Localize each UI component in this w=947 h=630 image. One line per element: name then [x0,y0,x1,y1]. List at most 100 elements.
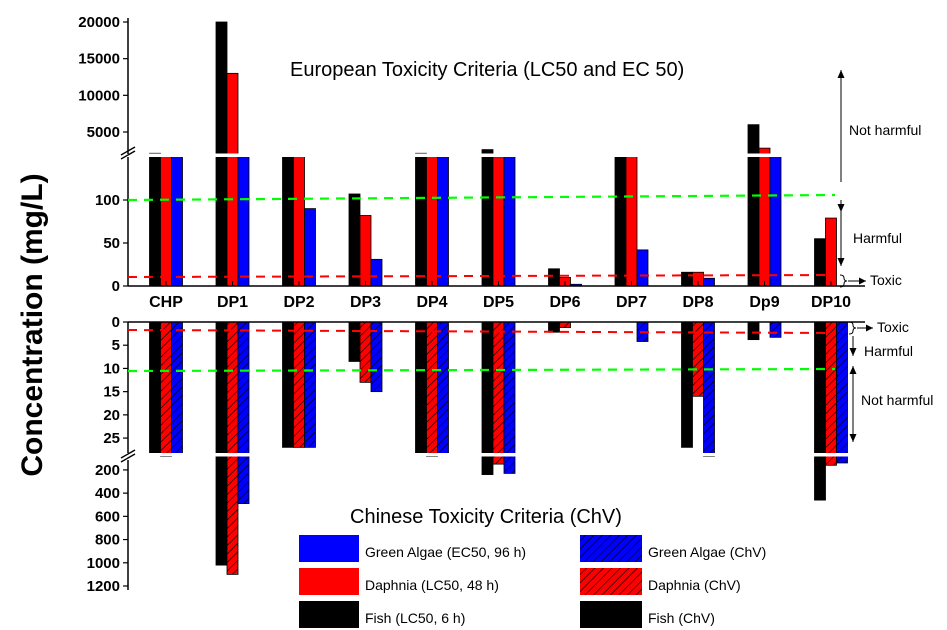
category-label-dp10: DP10 [811,294,851,311]
lower-bar-algae-dp4 [437,321,449,457]
upper-bar-fish-dp10 [814,238,826,287]
upper-ytick-10000: 10000 [78,87,120,104]
upper-bar-daphnia-dp1 [226,72,239,287]
category-label-dp3: DP3 [350,294,381,311]
lower-bar-daphnia-dp4 [426,321,438,457]
category-label-dp7: DP7 [616,294,647,311]
legend-label-fish-chv: Fish (ChV) [648,610,715,626]
bars-layer [122,21,869,575]
lower-bar-fish-dp4 [415,321,427,457]
upper-bar-algae-dp5 [503,154,516,287]
lower-ytick-600: 600 [95,508,120,525]
lower-bar-fish-dp6 [548,321,560,333]
lower-break-gap [122,453,869,457]
upper-bar-algae-dp9 [769,153,782,287]
legend-swatch-green-algae-ec50-96-h [299,535,359,562]
legend-swatch-daphnia-lc50-48-h [299,568,359,595]
legend-label-daphnia-chv: Daphnia (ChV) [648,577,741,593]
lower-bar-algae-chp [171,321,183,457]
lower-bar-daphnia-dp5 [492,321,505,465]
upper-ytick-100: 100 [95,192,120,209]
lower-bar-daphnia-dp6 [559,321,571,328]
lower-ytick-800: 800 [95,532,120,549]
upper-threshold-10 [127,274,836,278]
upper-break-gap [122,153,869,157]
upper-bar-daphnia-chp [160,153,172,287]
upper-bar-fish-dp3 [348,193,361,287]
lower-threshold-10 [127,367,836,373]
lower-panel-title: Chinese Toxicity Criteria (ChV) [350,506,622,528]
legend: Green Algae (EC50, 96 h) Green Algae (ChV… [299,535,766,628]
lower-ytick-5: 5 [112,337,120,354]
legend-swatch-fish-lc50-6-h [299,601,359,628]
lower-bar-fish-dp9 [747,321,760,341]
lower-label-harmful: Harmful [864,343,913,359]
lower-bar-algae-dp2 [304,321,316,448]
legend-swatch-green-algae-chv [580,535,642,562]
upper-ytick-50: 50 [103,235,120,252]
lower-bar-fish-dp3 [348,321,361,362]
lower-bar-algae-dp10 [836,321,848,464]
lower-bar-daphnia-chp [160,321,172,457]
upper-label-harmful: Harmful [853,230,902,246]
category-label-dp4: DP4 [416,294,447,311]
lower-bar-algae-dp1 [237,321,250,504]
lower-axis-break-mark [120,449,136,463]
upper-ytick-15000: 15000 [78,51,120,68]
upper-axis-break-mark [120,146,136,160]
category-label-dp9: Dp9 [749,294,779,311]
upper-bar-daphnia-dp2 [293,153,305,287]
upper-bar-daphnia-dp4 [426,153,438,287]
zone-annotations: Not harmful Harmful Toxic Toxic Harmful Not h… [837,70,933,442]
lower-bar-algae-dp9 [769,321,782,338]
axes-layer: 0 50 100 5000 10000 15000 20000 0 5 10 15 20 25 200 40… [78,14,865,595]
legend-swatch-fish-chv [580,601,642,628]
upper-bar-fish-dp6 [548,268,560,287]
upper-label-not-harmful: Not harmful [849,122,921,138]
lower-bar-fish-dp2 [282,321,294,448]
lower-bar-daphnia-dp1 [226,321,239,575]
category-label-dp5: DP5 [483,294,514,311]
lower-not-harmful-arrow-head [849,434,857,442]
category-label-dp8: DP8 [682,294,713,311]
upper-ytick-0: 0 [112,278,120,295]
upper-bar-algae-dp2 [304,208,316,287]
lower-not-harmful-arrow-up-head [849,366,857,374]
lower-toxic-brace [848,321,857,335]
legend-label-daphnia-lc50-48-h: Daphnia (LC50, 48 h) [365,577,499,593]
upper-harmful-arrow-head [837,258,845,266]
lower-ytick-0: 0 [112,314,120,331]
lower-ytick-1000: 1000 [87,555,120,572]
legend-label-green-algae-chv: Green Algae (ChV) [648,544,766,560]
lower-harmful-arrow-head [849,348,857,356]
lower-ytick-15: 15 [103,384,120,401]
category-label-dp2: DP2 [283,294,314,311]
lower-ytick-10: 10 [103,360,120,377]
upper-bar-fish-dp7 [614,153,627,287]
upper-bar-algae-dp7 [636,249,649,287]
lower-ytick-25: 25 [103,430,120,447]
lower-bar-fish-dp10 [814,321,826,501]
upper-bar-algae-chp [171,153,183,287]
upper-bar-algae-dp1 [237,155,250,287]
upper-label-toxic: Toxic [870,272,902,288]
legend-label-green-algae-ec50-96-h: Green Algae (EC50, 96 h) [365,544,526,560]
upper-threshold-100 [127,193,836,202]
upper-bar-fish-dp8 [681,271,693,287]
lower-bar-daphnia-dp2 [293,321,305,448]
lower-label-toxic: Toxic [877,319,909,335]
lower-bar-algae-dp3 [370,321,383,393]
category-label-dp6: DP6 [549,294,580,311]
upper-not-harmful-arrow-head [837,70,845,78]
lower-ytick-20: 20 [103,407,120,424]
upper-bar-algae-dp4 [437,153,449,287]
upper-harmful-arrow-down-head [837,204,845,212]
y-axis-label: Concentration (mg/L) [16,173,49,476]
lower-bar-fish-dp5 [481,321,494,475]
upper-bar-algae-dp3 [370,258,383,287]
upper-toxic-arrow-head [859,277,866,285]
legend-label-fish-lc50-6-h: Fish (LC50, 6 h) [365,610,465,626]
upper-ytick-20000: 20000 [78,14,120,31]
lower-bar-algae-dp5 [503,321,516,474]
